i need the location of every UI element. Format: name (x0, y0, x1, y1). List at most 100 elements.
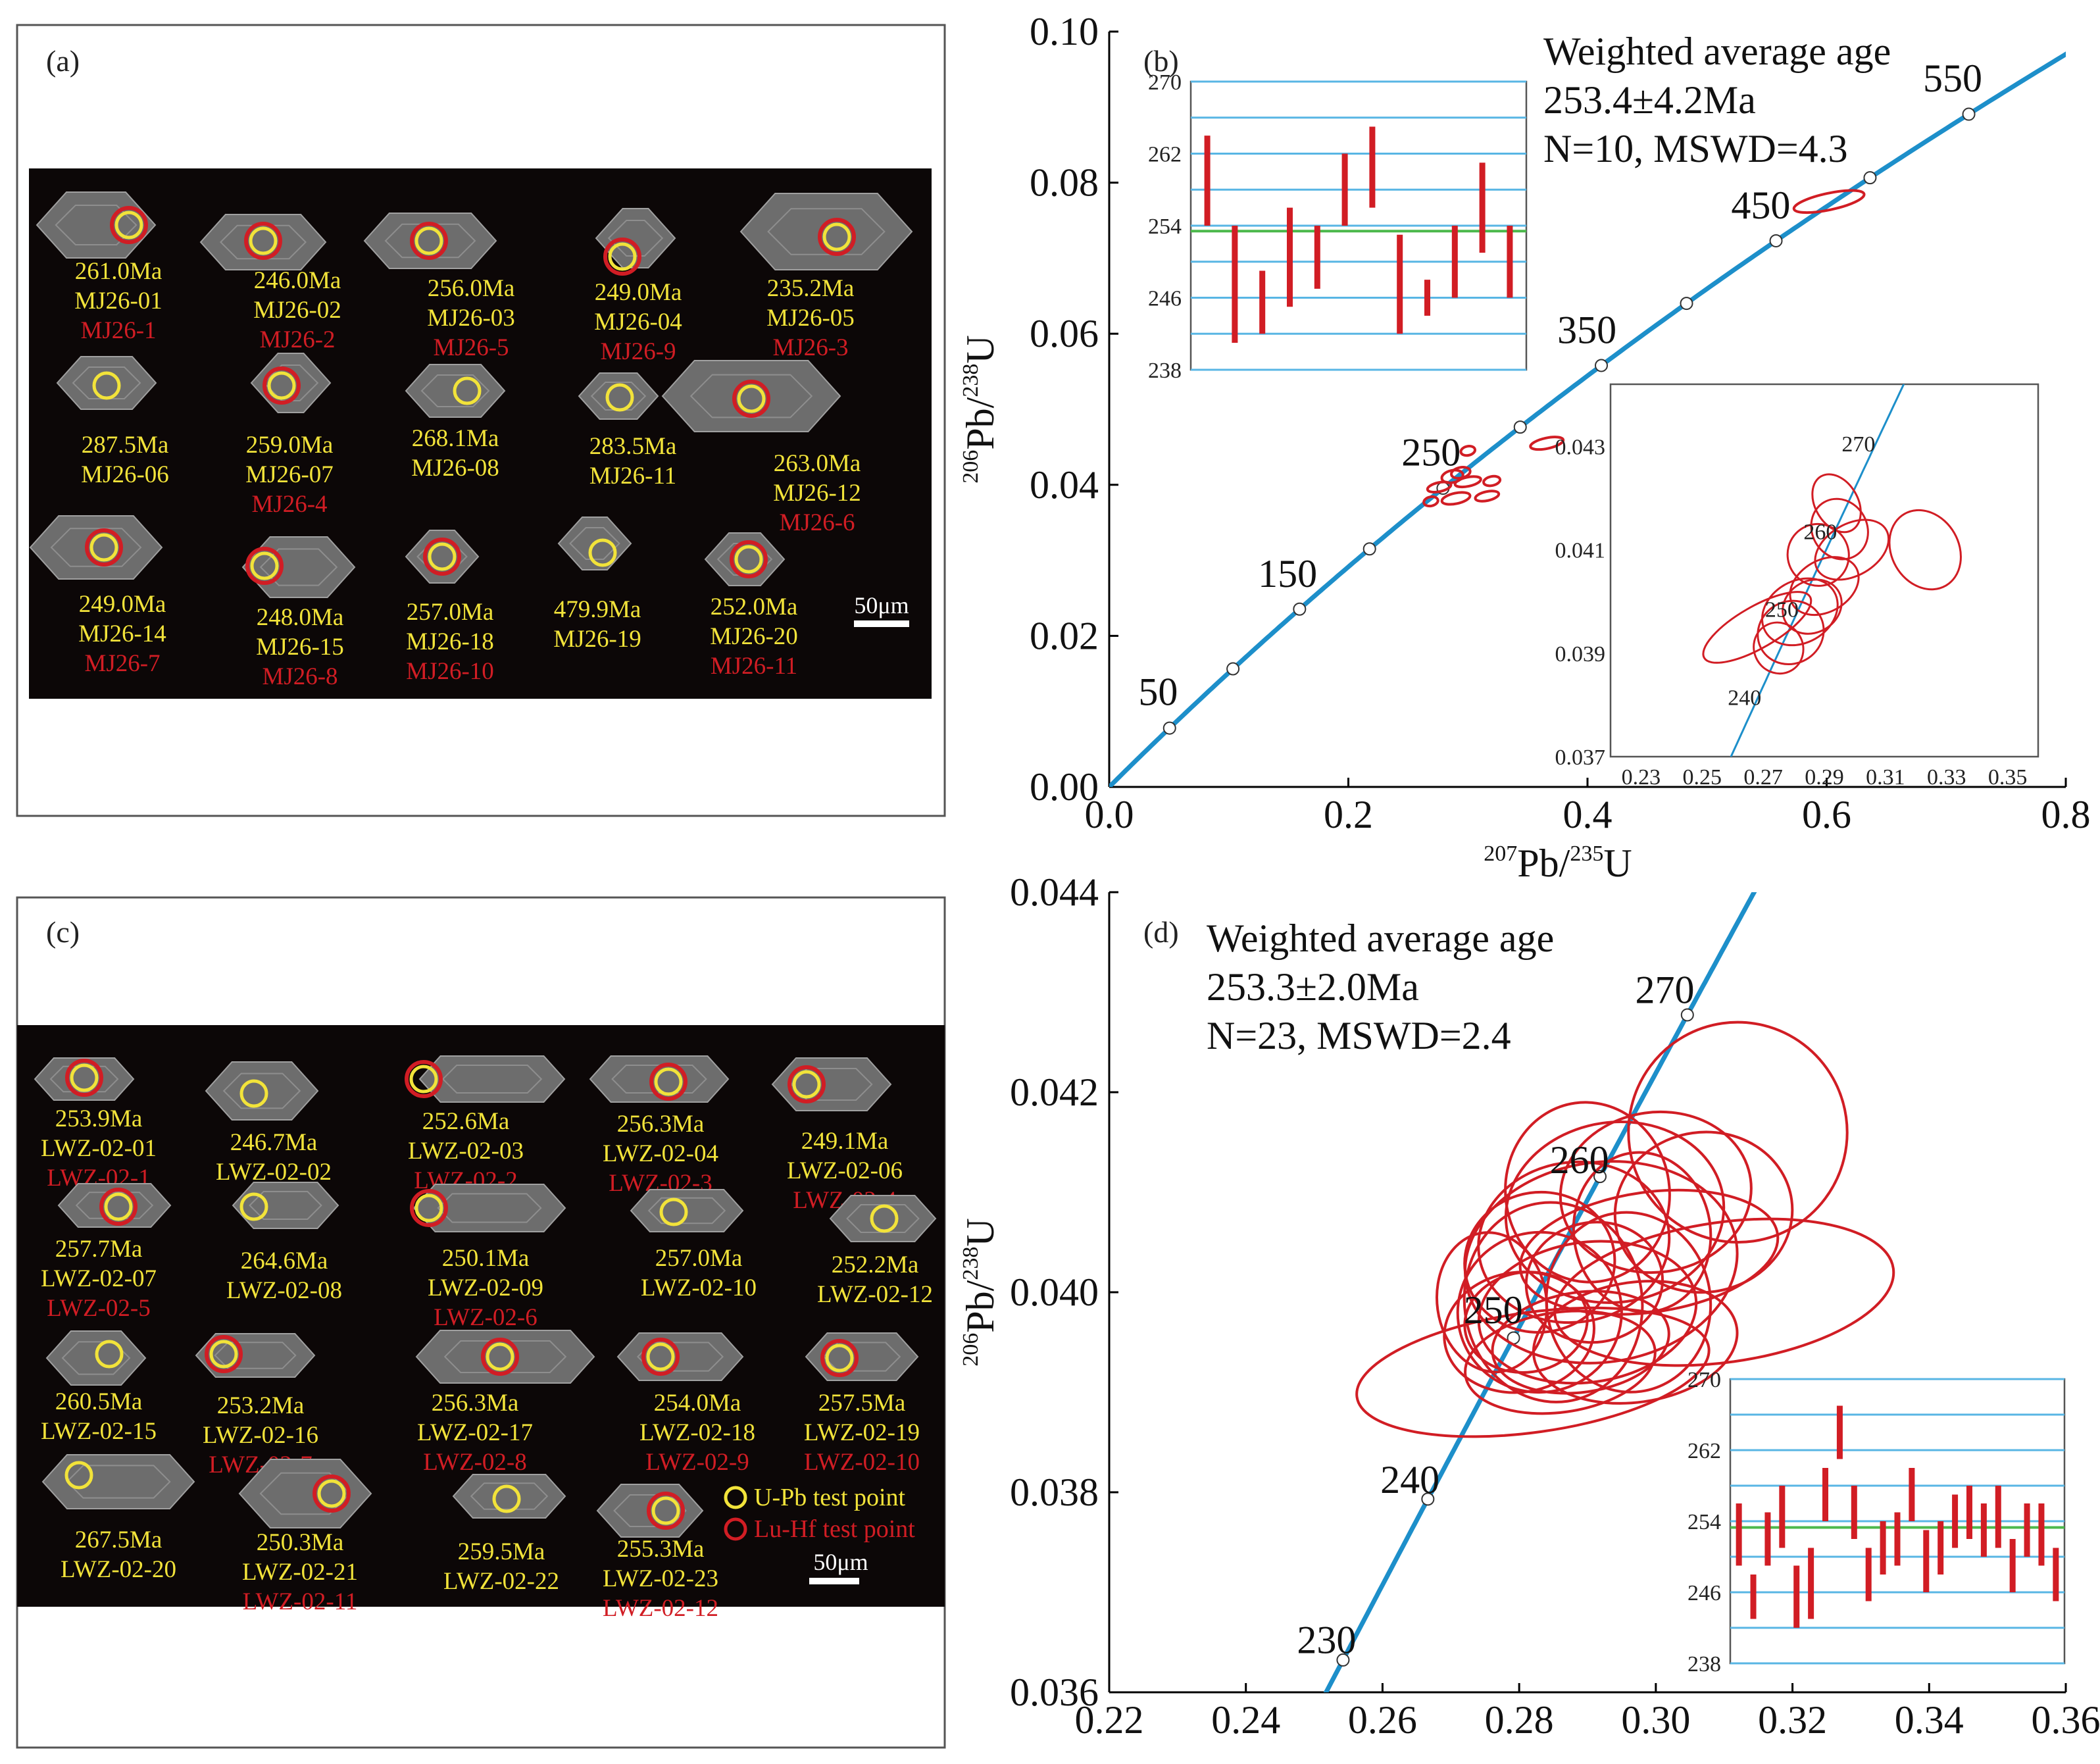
zircon-grain: 267.5Ma LWZ-02-20 (41, 1454, 195, 1583)
x-tick-label: 0.4 (1563, 793, 1613, 836)
luhf-spot (641, 1338, 680, 1376)
panel-c-grains: 253.9MaLWZ-02-01LWZ-02-1246.7MaLWZ-02-02… (34, 1055, 937, 1622)
grain-age: 263.0Ma (774, 450, 861, 477)
luhf-spot (245, 547, 284, 585)
x-tick-label: 0.30 (1621, 1698, 1690, 1742)
error-ellipse (1811, 473, 1862, 534)
y-tick-label: 0.042 (1010, 1071, 1099, 1114)
error-ellipse (1504, 1120, 1726, 1304)
grain-id: MJ26-06 (81, 461, 169, 488)
luhf-spot (405, 1060, 443, 1098)
error-ellipse (1761, 577, 1839, 647)
y-tick-label: 0.044 (1010, 870, 1099, 914)
y-axis-label: 206Pb/238U (959, 1218, 1002, 1366)
error-ellipse (1426, 480, 1453, 493)
panel-a-scale-label: 50μm (854, 592, 909, 618)
concordia-age-marker (1421, 1492, 1435, 1506)
zircon-zoning (61, 1341, 131, 1375)
zircon-zoning (689, 374, 813, 418)
inset-tick-label: 246 (1148, 287, 1182, 311)
y-tick-label: 0.038 (1010, 1471, 1099, 1514)
panel-c: (c) 253.9MaLWZ-02-01LWZ-02-1246.7MaLWZ-0… (16, 896, 946, 1749)
zircon-crystal (405, 530, 480, 584)
concordia-age-marker (1162, 721, 1176, 735)
hf-spot-id: LWZ-02-6 (434, 1304, 538, 1331)
inset-y-tick-label: 0.037 (1555, 745, 1606, 770)
1.inset.yticks-weighted-mean-inset: 270 262 254 246 238 (1688, 1368, 2066, 1676)
zircon-crystal (418, 1055, 566, 1103)
inset-tick-label: 270 (1148, 70, 1182, 95)
zircon-crystal (578, 372, 659, 420)
upb-spot (267, 371, 296, 400)
grain-age: 250.1Ma (442, 1245, 530, 1272)
grain-id: MJ26-20 (710, 623, 798, 650)
upb-spot (486, 1342, 514, 1371)
luhf-spot (110, 206, 148, 244)
luhf-spot (732, 380, 770, 418)
luhf-spot (647, 1492, 685, 1530)
grain-id: LWZ-02-08 (226, 1277, 342, 1304)
hf-spot-id: LWZ-02-12 (603, 1595, 718, 1622)
zircon-grain: 259.5Ma LWZ-02-22 (443, 1474, 566, 1595)
grain-age: 257.0Ma (407, 599, 494, 626)
error-ellipse (1789, 556, 1860, 617)
error-ellipse (1792, 189, 1866, 214)
upb-spot (646, 1342, 675, 1371)
grain-age: 249.0Ma (595, 279, 682, 306)
error-ellipse (1474, 490, 1501, 503)
grain-id: LWZ-02-04 (603, 1140, 718, 1167)
hf-spot-id: MJ26-8 (262, 663, 338, 690)
upb-spot (239, 1192, 268, 1221)
concordia-age-marker (1769, 234, 1783, 247)
y-tick-label: 0.10 (1030, 10, 1099, 53)
inset-y-tick-label: 0.039 (1555, 642, 1606, 667)
upb-spot (605, 383, 634, 412)
grain-age: 252.2Ma (832, 1251, 919, 1278)
concordia-age-marker (1680, 297, 1693, 311)
concordia-age-label: 550 (1923, 57, 1982, 100)
x-tick-label: 0.22 (1075, 1698, 1144, 1742)
grain-id: LWZ-02-03 (408, 1138, 524, 1165)
upb-spot (92, 371, 121, 400)
hf-spot-id: MJ26-11 (711, 653, 797, 680)
grain-age: 257.5Ma (818, 1390, 906, 1417)
grain-age: 268.1Ma (412, 425, 499, 452)
error-ellipse (1572, 1151, 1713, 1314)
grain-id: LWZ-02-09 (428, 1274, 543, 1301)
grain-age: 256.3Ma (617, 1111, 705, 1138)
inset-y-tick-label: 0.043 (1555, 435, 1606, 459)
panel-b-concordia-chart: 0.0 0.2 0.4 0.6 0.8 0.00 0.02 0.04 0.06 0.08 0.10 2… (959, 10, 2091, 885)
panel-a-grains: 261.0MaMJ26-01MJ26-1246.0MaMJ26-02MJ26-2… (29, 191, 913, 690)
grain-age: 252.0Ma (711, 593, 798, 620)
inset-tick-label: 246 (1688, 1581, 1721, 1605)
concordia-age-label: 450 (1731, 184, 1790, 227)
inset-tick-label: 238 (1688, 1652, 1721, 1676)
panel-a-letter: (a) (46, 44, 80, 78)
grain-age: 256.0Ma (428, 275, 515, 302)
weighted-age-annotation: Weighted average age (1207, 917, 1554, 960)
luhf-spot (410, 222, 448, 260)
zircon-zoning (222, 1072, 301, 1109)
grain-age: 253.2Ma (217, 1392, 305, 1419)
upb-spot (64, 1461, 93, 1490)
grain-id: LWZ-02-18 (639, 1419, 755, 1446)
zircon-zoning (249, 1191, 322, 1220)
panel-b-zoom-inset: 0.23 0.25 0.27 0.29 0.31 0.33 0.35 0.043 0.041 0.… (1555, 383, 2039, 790)
legend-luhf-label: Lu-Hf test point (754, 1515, 915, 1543)
upb-spot (209, 1340, 238, 1369)
upb-spot (734, 545, 763, 574)
hf-spot-id: MJ26-1 (80, 317, 156, 344)
panel-a-scale-bar (854, 620, 909, 627)
zircon-zoning (259, 548, 338, 586)
upb-spot (428, 542, 457, 571)
grain-age: 259.0Ma (246, 432, 334, 459)
luhf-spot (312, 1474, 351, 1513)
grain-id: MJ26-12 (773, 480, 861, 507)
y-axis-label: 206Pb/238U (959, 335, 1002, 483)
